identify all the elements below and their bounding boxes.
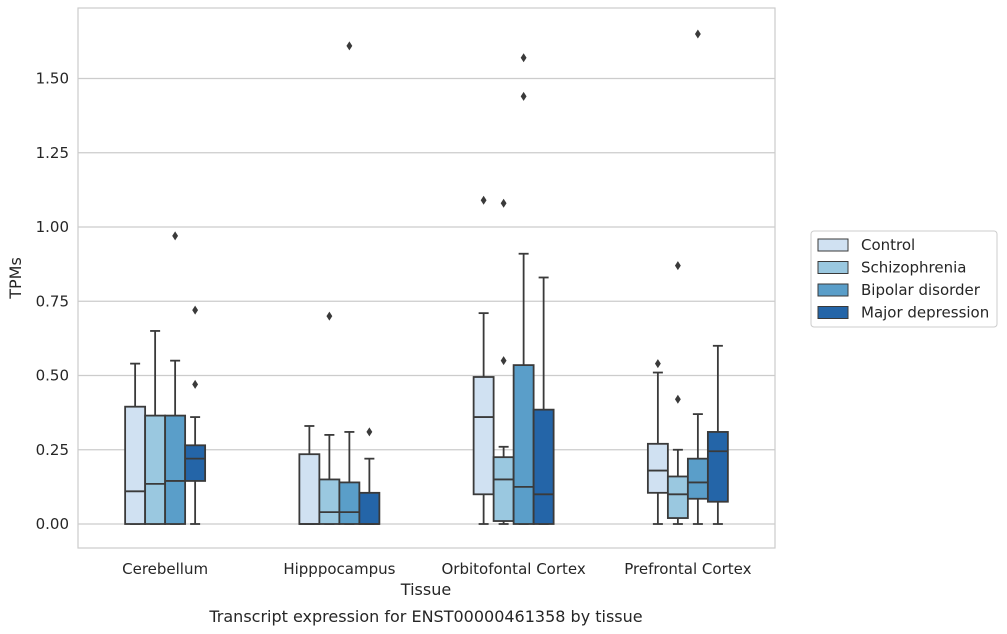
outlier-point bbox=[366, 427, 373, 437]
box-major-depression bbox=[184, 305, 207, 525]
y-tick-label: 0.50 bbox=[36, 367, 69, 385]
outlier-point bbox=[326, 311, 333, 321]
box-body bbox=[706, 431, 729, 503]
outlier-point bbox=[674, 261, 681, 271]
outlier-point bbox=[346, 41, 353, 51]
outlier-point bbox=[500, 198, 507, 208]
box-schizophrenia bbox=[144, 330, 167, 525]
legend-swatch bbox=[817, 283, 849, 297]
box-control bbox=[298, 425, 321, 525]
box-major-depression bbox=[706, 344, 729, 525]
y-tick-label: 0.25 bbox=[36, 441, 69, 459]
x-axis-ticks: Cerebellum Hipppocampus Orbitofontal Corte… bbox=[122, 560, 751, 578]
box-schizophrenia bbox=[666, 261, 689, 525]
chart-caption: Transcript expression for ENST0000046135… bbox=[208, 607, 642, 626]
box-body bbox=[666, 475, 689, 519]
box-body bbox=[124, 405, 147, 525]
box-body bbox=[298, 453, 321, 525]
outlier-point bbox=[694, 29, 701, 39]
box-body bbox=[164, 414, 187, 525]
box-body bbox=[184, 444, 207, 482]
outlier-point bbox=[192, 379, 199, 389]
y-axis-ticks: 0.00 0.25 0.50 0.75 1.00 1.25 1.50 bbox=[36, 70, 69, 534]
outlier-point bbox=[674, 394, 681, 404]
outlier-point bbox=[172, 231, 179, 241]
box-major-depression bbox=[358, 427, 381, 525]
box-schizophrenia bbox=[318, 311, 341, 525]
y-tick-label: 1.25 bbox=[36, 144, 69, 162]
y-tick-label: 0.00 bbox=[36, 515, 69, 533]
box-body bbox=[318, 478, 341, 525]
box-bipolar-disorder bbox=[512, 53, 535, 525]
box-body bbox=[532, 408, 555, 525]
outlier-point bbox=[654, 359, 661, 369]
box-body bbox=[686, 457, 709, 500]
box-schizophrenia bbox=[492, 198, 515, 525]
outlier-point bbox=[500, 356, 507, 366]
legend-label: Control bbox=[861, 236, 915, 254]
legend-swatch bbox=[817, 306, 849, 319]
plot-area-frame bbox=[77, 7, 776, 549]
y-tick-label: 1.50 bbox=[36, 70, 69, 88]
box-body bbox=[338, 481, 361, 525]
y-tick-label: 1.00 bbox=[36, 218, 69, 236]
box-control bbox=[472, 195, 495, 525]
box-bipolar-disorder bbox=[338, 41, 361, 525]
box-body bbox=[472, 376, 495, 496]
box-body bbox=[512, 364, 535, 525]
x-tick-label: Orbitofontal Cortex bbox=[442, 560, 586, 578]
box-bipolar-disorder bbox=[686, 29, 709, 525]
box-bipolar-disorder bbox=[164, 231, 187, 525]
x-tick-label: Hipppocampus bbox=[283, 560, 395, 578]
legend-label: Major depression bbox=[861, 304, 989, 322]
outlier-point bbox=[520, 91, 527, 101]
x-tick-label: Prefrontal Cortex bbox=[624, 560, 751, 578]
box-body bbox=[144, 414, 167, 525]
box-body bbox=[492, 456, 515, 522]
outlier-point bbox=[480, 195, 487, 205]
box-control bbox=[124, 362, 147, 525]
box-body bbox=[358, 491, 381, 525]
y-tick-label: 0.75 bbox=[36, 292, 69, 310]
legend-label: Bipolar disorder bbox=[861, 281, 981, 299]
box-series bbox=[124, 29, 729, 525]
box-body bbox=[646, 442, 669, 494]
legend-frame bbox=[810, 230, 998, 328]
legend-swatch bbox=[817, 261, 849, 274]
outlier-point bbox=[520, 53, 527, 63]
y-axis-title: TPMs bbox=[6, 257, 25, 300]
box-major-depression bbox=[532, 276, 555, 525]
x-tick-label: Cerebellum bbox=[122, 560, 208, 578]
legend-swatch bbox=[817, 238, 849, 252]
box-control bbox=[646, 359, 669, 525]
legend: Control Schizophrenia Bipolar disorder Majo… bbox=[810, 230, 998, 328]
outlier-point bbox=[192, 305, 199, 315]
x-axis-title: Tissue bbox=[400, 580, 451, 599]
legend-items: Control Schizophrenia Bipolar disorder Majo… bbox=[817, 236, 989, 322]
legend-label: Schizophrenia bbox=[861, 259, 966, 277]
